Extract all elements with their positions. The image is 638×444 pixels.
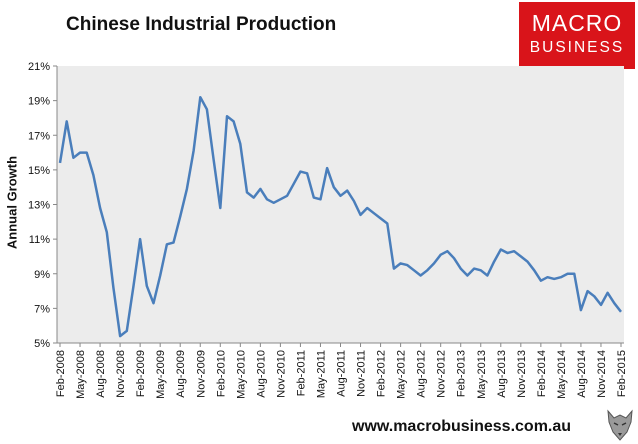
x-tick-label: May-2011: [315, 350, 327, 398]
x-tick-label: Nov-2012: [436, 350, 448, 398]
y-tick-label: 21%: [28, 61, 50, 73]
x-tick-label: May-2008: [75, 350, 87, 399]
x-tick-label: Feb-2012: [376, 350, 388, 397]
footer-url[interactable]: www.macrobusiness.com.au: [352, 418, 572, 435]
x-tick-label: Feb-2009: [135, 350, 147, 397]
x-tick-label: Aug-2011: [336, 350, 348, 397]
x-tick-label: May-2014: [556, 350, 568, 399]
x-tick-label: May-2013: [476, 350, 488, 399]
x-tick-label: Feb-2010: [215, 350, 227, 397]
chart-title: Chinese Industrial Production: [66, 14, 337, 35]
x-tick-label: May-2009: [155, 350, 167, 399]
x-tick-label: Aug-2010: [255, 350, 267, 398]
y-tick-label: 19%: [28, 96, 50, 108]
x-tick-label: Aug-2014: [576, 350, 588, 398]
x-tick-label: Nov-2010: [275, 350, 287, 398]
x-tick-label: Feb-2015: [616, 350, 628, 397]
x-tick-label: Nov-2014: [596, 350, 608, 398]
y-tick-label: 15%: [28, 165, 50, 177]
x-tick-label: Aug-2008: [95, 350, 107, 398]
logo-line-1: MACRO: [531, 10, 623, 36]
y-tick-label: 13%: [28, 200, 50, 212]
x-tick-label: Nov-2011: [356, 350, 368, 397]
macrobusiness-logo: MACRO BUSINESS: [519, 2, 635, 69]
y-tick-label: 11%: [29, 234, 50, 246]
x-tick-label: Feb-2014: [536, 350, 548, 397]
wolf-icon: [607, 409, 633, 441]
x-tick-label: Aug-2012: [416, 350, 428, 398]
y-tick-label: 7%: [34, 303, 50, 315]
x-tick-label: Nov-2008: [115, 350, 127, 398]
x-tick-label: Nov-2009: [195, 350, 207, 398]
y-tick-label: 9%: [34, 269, 50, 281]
x-tick-label: May-2010: [235, 350, 247, 399]
x-tick-label: Feb-2008: [55, 350, 67, 397]
series-line-industrial-production: [58, 95, 622, 338]
plot-area: [57, 66, 624, 343]
x-tick-label: Feb-2011: [295, 350, 307, 396]
logo-line-2: BUSINESS: [529, 39, 625, 56]
x-tick-label: Aug-2009: [175, 350, 187, 398]
y-tick-label: 17%: [28, 130, 50, 142]
x-tick-label: Aug-2013: [496, 350, 508, 398]
x-tick-label: May-2012: [396, 350, 408, 399]
x-tick-label: Feb-2013: [456, 350, 468, 397]
y-tick-label: 5%: [34, 338, 50, 350]
x-tick-label: Nov-2013: [516, 350, 528, 398]
